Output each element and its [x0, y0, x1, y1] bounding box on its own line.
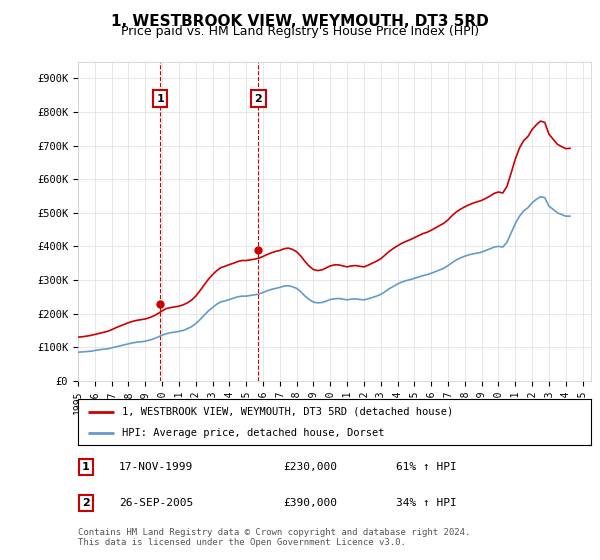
- Text: 1, WESTBROOK VIEW, WEYMOUTH, DT3 5RD: 1, WESTBROOK VIEW, WEYMOUTH, DT3 5RD: [111, 14, 489, 29]
- Text: Price paid vs. HM Land Registry's House Price Index (HPI): Price paid vs. HM Land Registry's House …: [121, 25, 479, 38]
- Text: 61% ↑ HPI: 61% ↑ HPI: [396, 462, 457, 472]
- Text: 26-SEP-2005: 26-SEP-2005: [119, 498, 193, 508]
- Text: 2: 2: [82, 498, 89, 508]
- Text: Contains HM Land Registry data © Crown copyright and database right 2024.
This d: Contains HM Land Registry data © Crown c…: [78, 528, 470, 547]
- Text: £390,000: £390,000: [283, 498, 337, 508]
- Text: 34% ↑ HPI: 34% ↑ HPI: [396, 498, 457, 508]
- Text: 1: 1: [82, 462, 89, 472]
- Text: HPI: Average price, detached house, Dorset: HPI: Average price, detached house, Dors…: [122, 428, 384, 438]
- Text: 1: 1: [156, 94, 164, 104]
- Text: £230,000: £230,000: [283, 462, 337, 472]
- Text: 17-NOV-1999: 17-NOV-1999: [119, 462, 193, 472]
- Text: 2: 2: [254, 94, 262, 104]
- Text: 1, WESTBROOK VIEW, WEYMOUTH, DT3 5RD (detached house): 1, WESTBROOK VIEW, WEYMOUTH, DT3 5RD (de…: [122, 407, 453, 417]
